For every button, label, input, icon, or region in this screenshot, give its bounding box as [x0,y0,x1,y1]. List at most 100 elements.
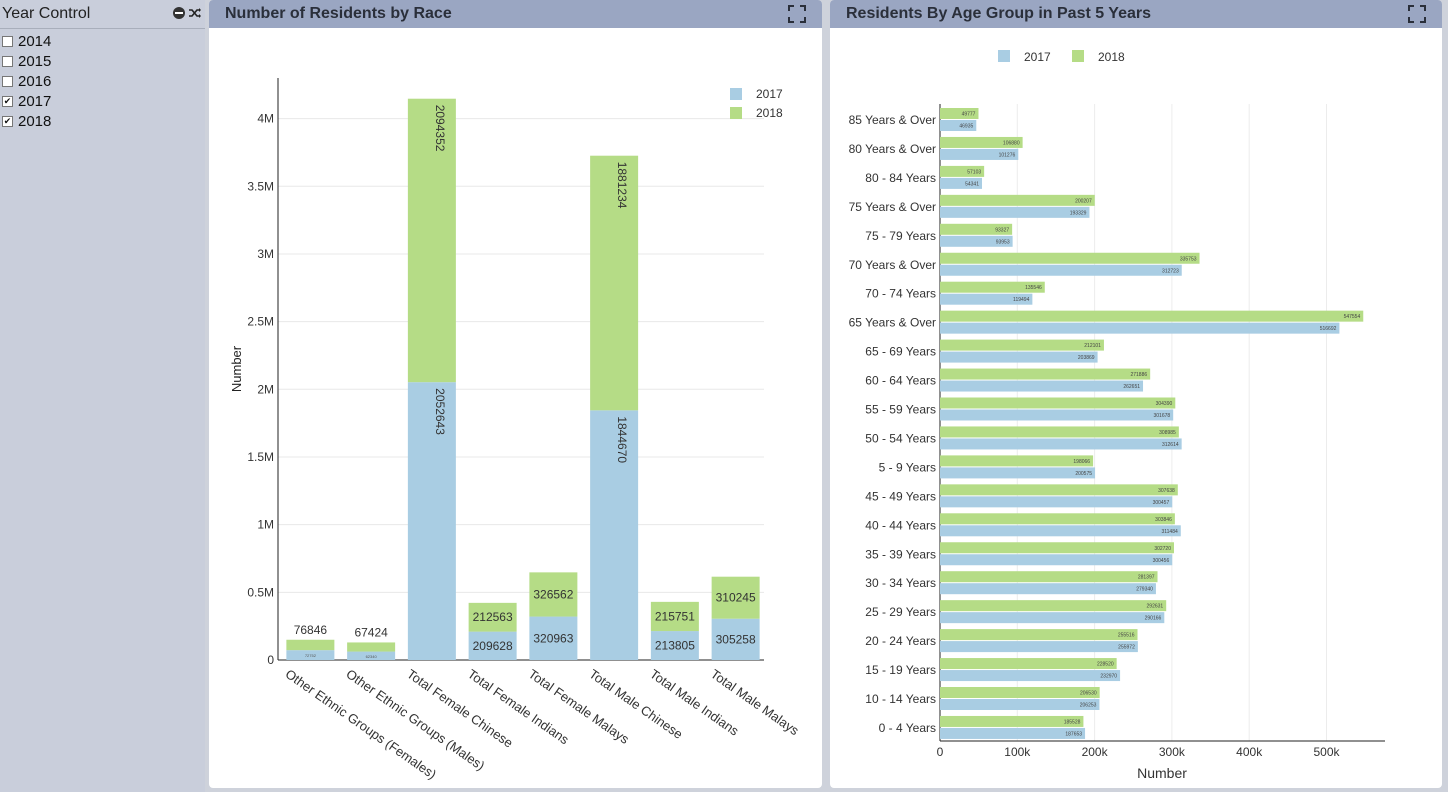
data-label-2017: 312723 [1162,268,1179,274]
data-label-2018: 281397 [1138,575,1155,581]
y-tick-label: 0 - 4 Years [879,721,936,735]
y-tick-label: 85 Years & Over [849,113,936,127]
data-label-2018: 93327 [995,227,1009,233]
data-label-2018: 198066 [1073,459,1090,465]
data-label-2018: 76846 [294,623,328,637]
y-tick-label: 45 - 49 Years [865,489,936,503]
x-axis-label: Number [1137,765,1187,781]
bar-2017 [347,651,396,660]
bar-2018 [590,155,639,411]
year-checkbox-2015[interactable]: 2015 [2,52,51,70]
data-label-2017: 300456 [1153,558,1170,564]
bar-2018 [940,571,1158,583]
data-label-2018: 547554 [1344,314,1361,320]
bar-2018 [940,426,1179,438]
y-tick-label: 1.5M [247,450,274,464]
bar-2017 [590,410,639,660]
bar-2017 [940,177,983,189]
bar-2017 [529,616,578,660]
age-chart-title: Residents By Age Group in Past 5 Years [846,5,1151,22]
y-tick-label: 80 - 84 Years [865,171,936,185]
race-panel-header: Number of Residents by Race [209,0,822,28]
legend-label-2017: 2017 [1024,50,1051,64]
bar-2017 [940,554,1173,566]
checkbox[interactable] [2,75,13,87]
y-tick-label: 80 Years & Over [849,142,936,156]
bar-2018 [940,600,1167,612]
bar-2018 [347,642,396,652]
bar-2017 [940,496,1173,508]
bar-2018 [940,658,1117,670]
data-label-2017: 311484 [1161,529,1178,535]
data-label-2018: 2094352 [433,105,447,152]
bar-2018 [650,601,699,632]
data-label-2018: 307638 [1158,488,1175,494]
year-checkbox-2016[interactable]: 2016 [2,72,51,90]
year-checkbox-2014[interactable]: 2014 [2,32,51,50]
bar-2017 [650,631,699,660]
y-tick-label: 75 Years & Over [849,200,936,214]
y-tick-label: 35 - 39 Years [865,547,936,561]
data-label-2017: 279340 [1136,587,1153,593]
bar-2017 [940,438,1182,450]
year-checkbox-2018[interactable]: ✔ 2018 [2,112,51,130]
data-label-2018: 200207 [1075,198,1092,204]
x-tick-label: 100k [1004,745,1031,759]
data-label-2018: 255516 [1118,633,1135,639]
bar-2018 [940,687,1100,698]
bar-2017 [940,727,1086,739]
data-label-2017: 193329 [1070,210,1087,216]
data-label-2018: 67424 [354,625,388,639]
bar-2018 [529,572,578,617]
data-label-2018: 335753 [1180,256,1197,262]
data-label-2018: 308985 [1159,430,1176,436]
data-label-2017: 516692 [1320,326,1337,332]
bar-2017 [940,206,1090,218]
checkbox[interactable]: ✔ [2,115,13,127]
y-tick-label: 2.5M [247,315,274,329]
checkbox[interactable] [2,55,13,67]
shuffle-icon[interactable] [188,6,202,20]
data-label-2018: 106880 [1003,140,1020,146]
race-chart-title: Number of Residents by Race [225,5,452,22]
bar-2018 [940,368,1151,380]
data-label-2018: 1881234 [615,162,629,209]
legend-label-2018: 2018 [756,106,783,120]
data-label-2018: 212563 [473,610,513,624]
bar-2017 [940,670,1121,682]
bar-2017 [940,699,1100,710]
checkbox-label: 2016 [18,72,52,90]
data-label-2018: 302720 [1154,546,1171,552]
y-tick-label: 4M [257,112,274,126]
data-label-2018: 326562 [533,587,573,601]
y-tick-label: 75 - 79 Years [865,229,936,243]
legend-swatch-2018 [730,107,742,119]
legend-swatch-2017 [998,50,1010,62]
y-tick-label: 15 - 19 Years [865,663,936,677]
data-label-2018: 310245 [716,591,756,605]
x-tick-label: 0 [937,745,944,759]
collapse-icon[interactable] [172,6,186,20]
data-label-2018: 135546 [1025,285,1042,291]
expand-icon[interactable] [1408,5,1426,23]
y-tick-label: 30 - 34 Years [865,576,936,590]
checkbox-label: 2018 [18,112,52,130]
checkbox[interactable]: ✔ [2,95,13,107]
bar-2017 [940,293,1033,305]
expand-icon[interactable] [788,5,806,23]
data-label-2018: 185528 [1064,719,1081,725]
year-checkbox-2017[interactable]: ✔ 2017 [2,92,51,110]
checkbox-label: 2014 [18,32,52,50]
checkbox[interactable] [2,35,13,47]
bar-2018 [940,455,1094,467]
bar-2017 [940,380,1144,392]
data-label-2018: 206530 [1080,691,1097,697]
x-tick-label: Total Female Malays [526,666,633,747]
bar-2018 [940,513,1175,525]
legend-label-2017: 2017 [756,87,783,101]
bar-2017 [940,612,1165,624]
data-label-2018: 303846 [1155,517,1172,523]
bar-2017 [940,467,1096,479]
data-label-2017: 119494 [1013,297,1030,303]
bar-2017 [940,148,1019,160]
